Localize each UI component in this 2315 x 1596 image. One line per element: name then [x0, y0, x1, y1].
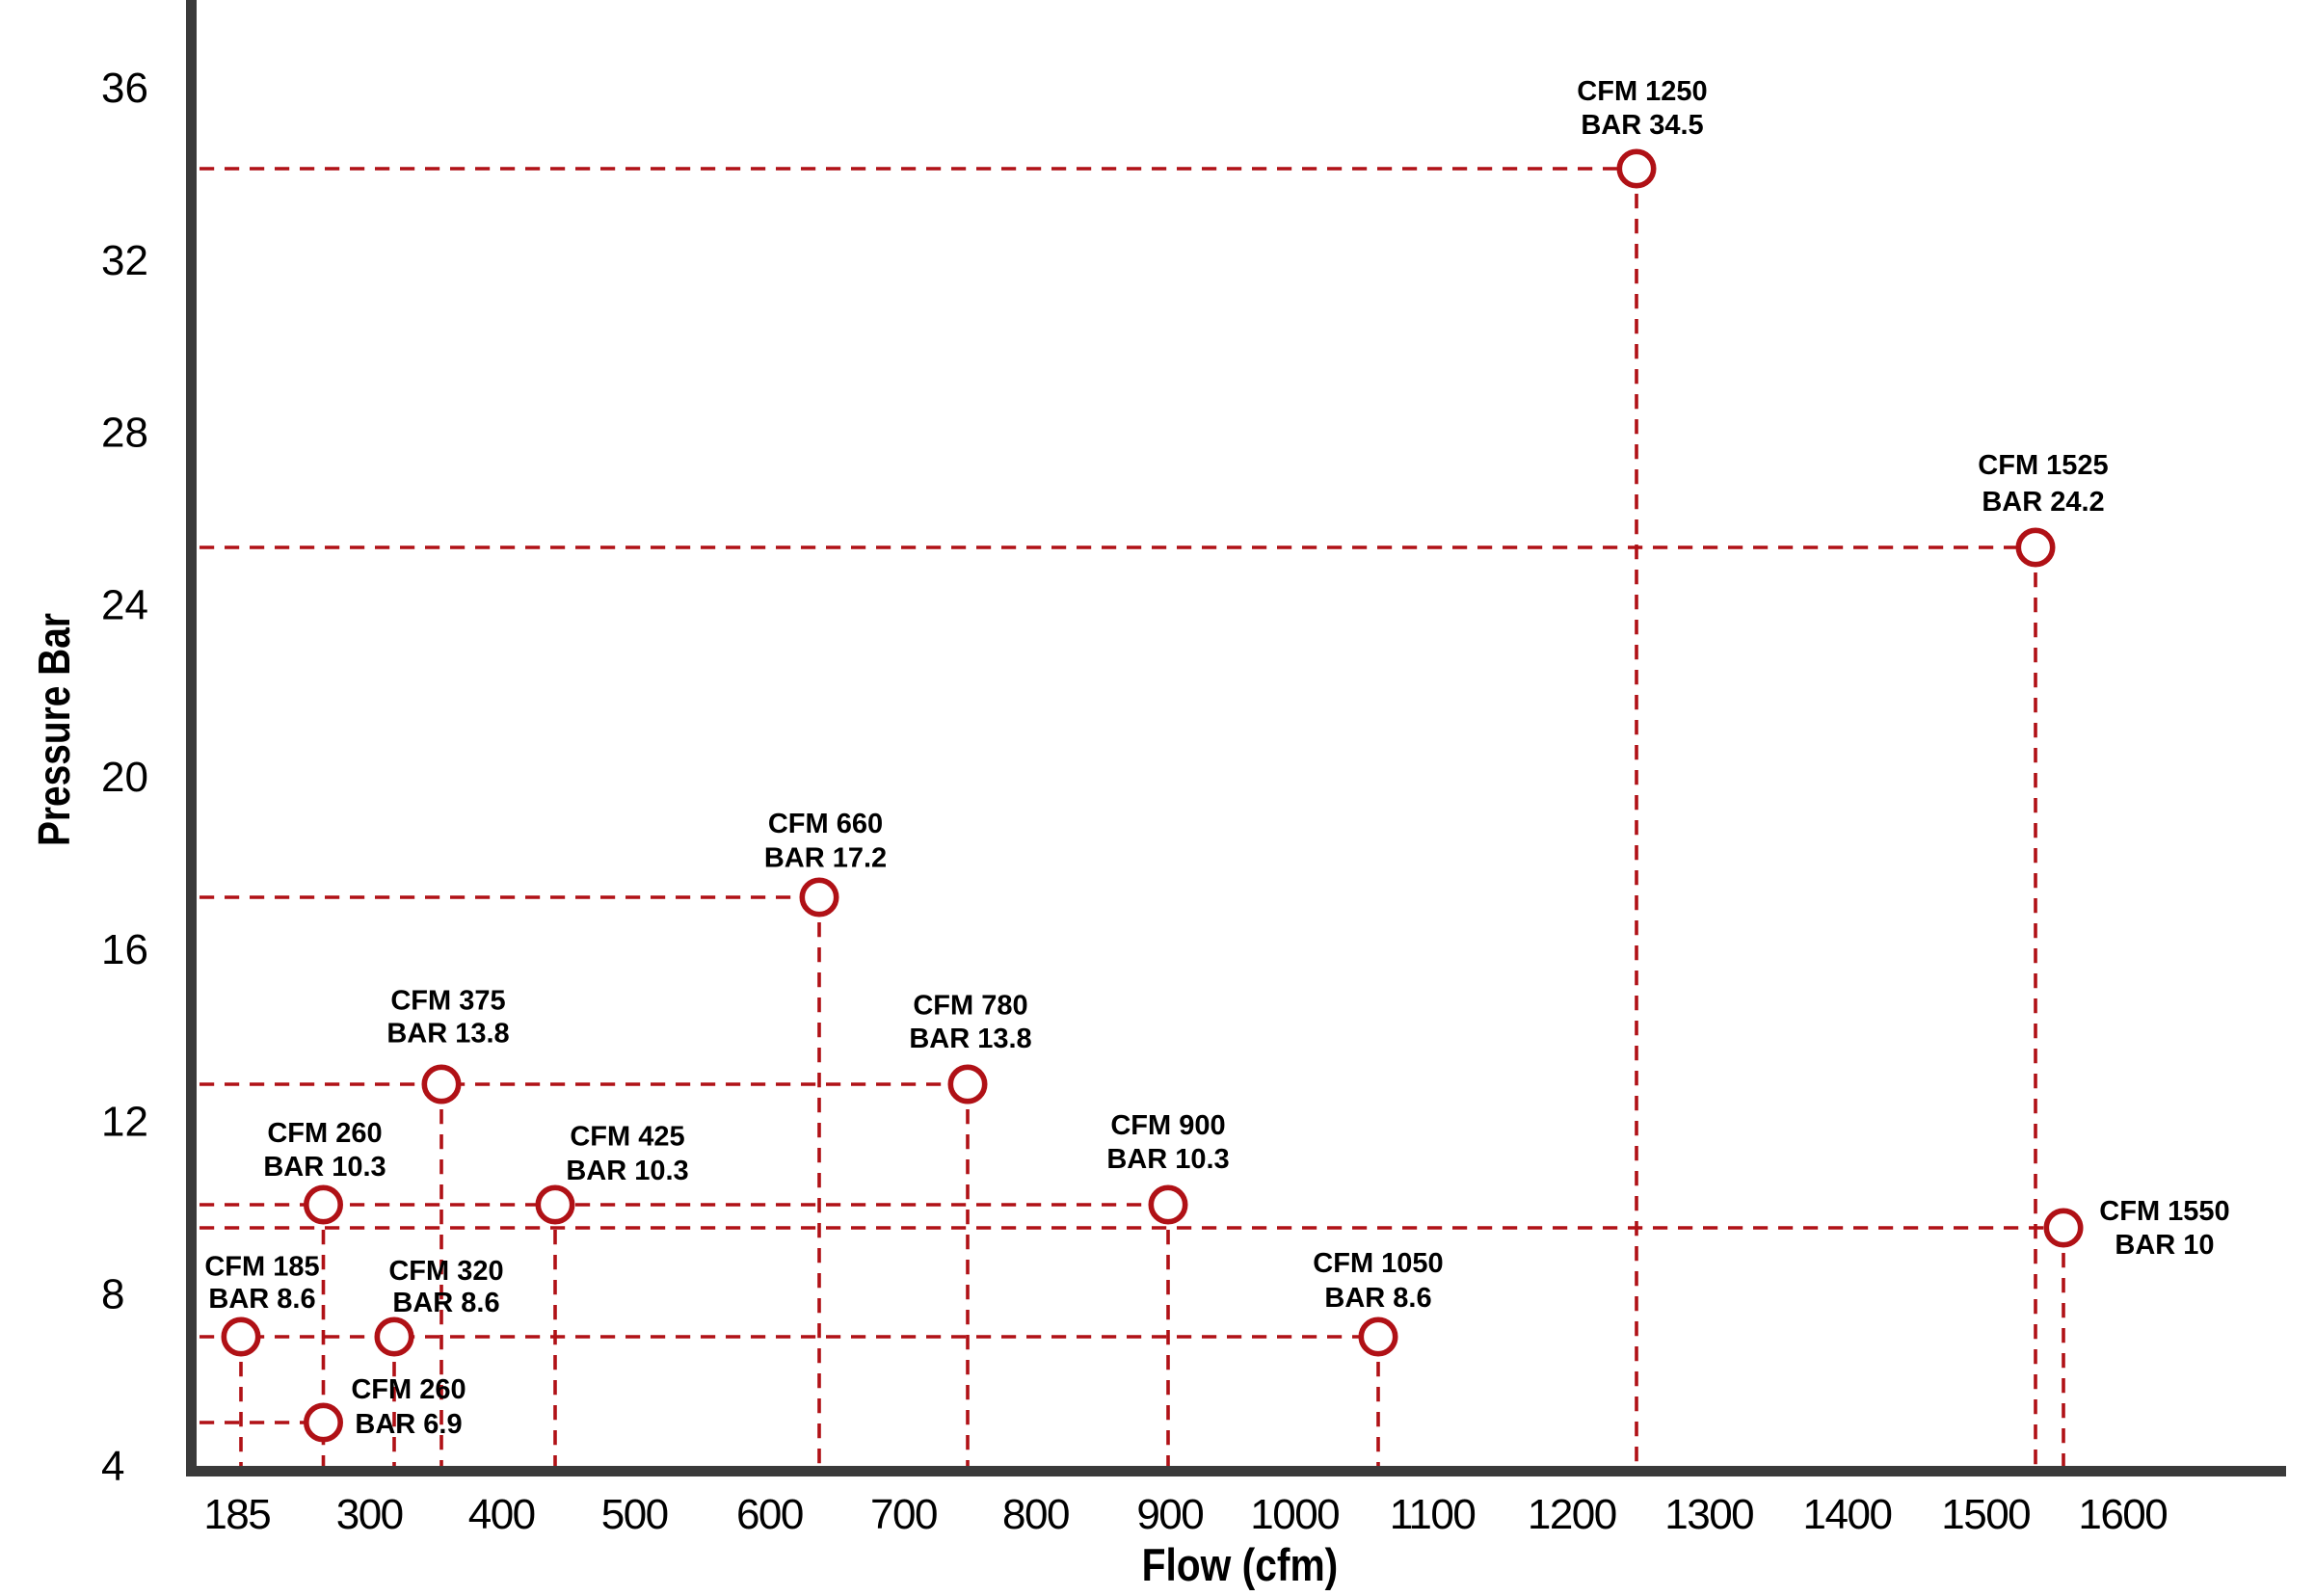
svg-text:CFM 1250: CFM 1250	[1577, 76, 1707, 107]
svg-text:BAR 10: BAR 10	[2115, 1230, 2214, 1261]
svg-text:8: 8	[101, 1271, 124, 1318]
svg-text:CFM 185: CFM 185	[204, 1252, 319, 1283]
svg-text:BAR 8.6: BAR 8.6	[208, 1284, 315, 1315]
svg-text:20: 20	[101, 754, 148, 801]
svg-text:CFM 260: CFM 260	[267, 1118, 382, 1149]
svg-text:300: 300	[336, 1491, 403, 1538]
svg-text:CFM 425: CFM 425	[570, 1122, 684, 1153]
svg-text:600: 600	[736, 1491, 803, 1538]
svg-text:1000: 1000	[1250, 1491, 1339, 1538]
svg-text:CFM 900: CFM 900	[1110, 1110, 1225, 1141]
svg-text:BAR 10.3: BAR 10.3	[1106, 1144, 1229, 1175]
svg-text:BAR 24.2: BAR 24.2	[1982, 487, 2104, 518]
svg-text:CFM 1525: CFM 1525	[1978, 450, 2108, 481]
svg-text:BAR 10.3: BAR 10.3	[566, 1156, 688, 1186]
svg-text:CFM 260: CFM 260	[351, 1374, 466, 1405]
svg-text:BAR 13.8: BAR 13.8	[386, 1019, 509, 1050]
svg-text:400: 400	[468, 1491, 535, 1538]
svg-text:1500: 1500	[1941, 1491, 2030, 1538]
svg-text:CFM 320: CFM 320	[388, 1256, 503, 1287]
svg-text:CFM 780: CFM 780	[913, 991, 1027, 1022]
svg-text:BAR 10.3: BAR 10.3	[263, 1152, 386, 1183]
svg-text:BAR 6.9: BAR 6.9	[355, 1409, 462, 1440]
svg-text:1200: 1200	[1528, 1491, 1616, 1538]
svg-text:36: 36	[101, 65, 148, 112]
svg-text:BAR 8.6: BAR 8.6	[392, 1288, 499, 1318]
svg-text:Flow (cfm): Flow (cfm)	[1142, 1540, 1339, 1590]
svg-text:BAR 8.6: BAR 8.6	[1324, 1283, 1431, 1314]
svg-text:12: 12	[101, 1099, 148, 1146]
svg-text:CFM 1050: CFM 1050	[1313, 1248, 1443, 1279]
svg-text:32: 32	[101, 237, 148, 284]
svg-text:1400: 1400	[1803, 1491, 1892, 1538]
svg-text:16: 16	[101, 926, 148, 973]
svg-text:Pressure Bar: Pressure Bar	[30, 613, 80, 846]
svg-text:BAR 34.5: BAR 34.5	[1581, 110, 1703, 141]
svg-text:1100: 1100	[1390, 1491, 1476, 1538]
svg-text:900: 900	[1136, 1491, 1203, 1538]
svg-text:CFM 1550: CFM 1550	[2099, 1196, 2229, 1227]
svg-text:28: 28	[101, 410, 148, 457]
svg-text:4: 4	[101, 1443, 124, 1490]
svg-text:185: 185	[203, 1491, 270, 1538]
svg-text:24: 24	[101, 582, 148, 629]
svg-text:500: 500	[601, 1491, 668, 1538]
svg-text:700: 700	[870, 1491, 937, 1538]
svg-text:BAR 17.2: BAR 17.2	[764, 843, 887, 874]
svg-text:1600: 1600	[2078, 1491, 2167, 1538]
svg-text:1300: 1300	[1664, 1491, 1753, 1538]
svg-text:CFM 660: CFM 660	[768, 809, 883, 839]
svg-text:CFM 375: CFM 375	[390, 986, 505, 1017]
svg-text:800: 800	[1002, 1491, 1069, 1538]
svg-text:BAR 13.8: BAR 13.8	[909, 1024, 1031, 1054]
